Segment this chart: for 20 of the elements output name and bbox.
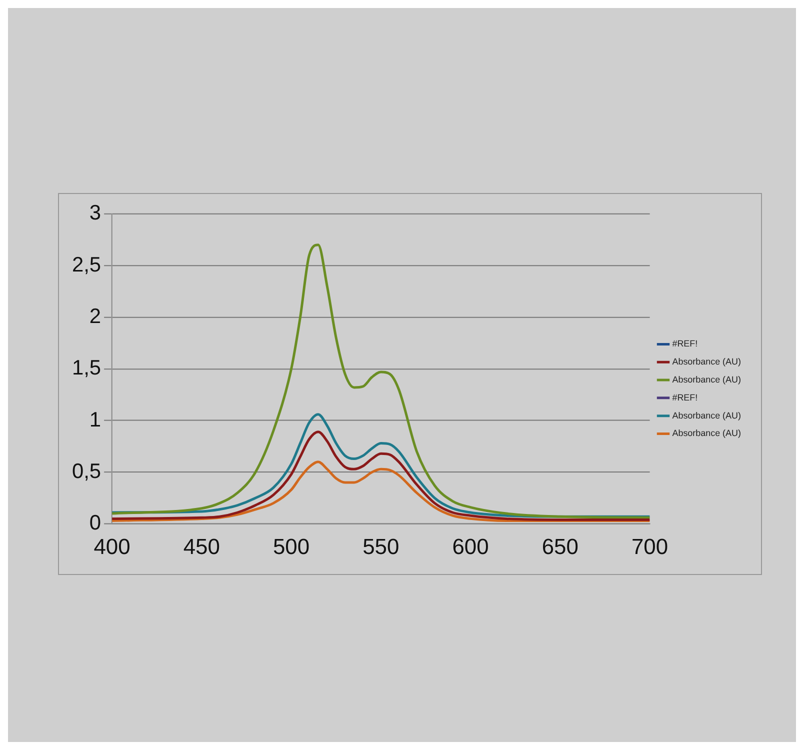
legend-label: Absorbance (AU): [672, 410, 741, 420]
legend-label: #REF!: [672, 392, 698, 402]
x-tick-label: 600: [452, 534, 489, 559]
y-tick-label: 2: [89, 305, 102, 328]
x-tick-label: 700: [631, 534, 668, 559]
x-tick-label: 550: [362, 534, 400, 559]
y-tick-label: 0,5: [72, 460, 102, 483]
y-tick-label: 0: [89, 512, 102, 535]
legend-label: Absorbance (AU): [672, 428, 741, 438]
x-tick-label: 500: [272, 534, 310, 559]
y-tick-label: 1: [89, 408, 102, 432]
x-tick-label: 650: [542, 534, 578, 559]
y-tick-label: 2,5: [72, 253, 102, 276]
legend-label: #REF!: [672, 338, 698, 349]
x-tick-label: 400: [94, 534, 130, 559]
legend-label: Absorbance (AU): [672, 356, 741, 367]
y-tick-label: 1,5: [72, 356, 102, 380]
y-tick-label: 3: [89, 202, 102, 225]
x-tick-label: 450: [183, 534, 220, 559]
legend-label: Absorbance (AU): [672, 374, 741, 384]
